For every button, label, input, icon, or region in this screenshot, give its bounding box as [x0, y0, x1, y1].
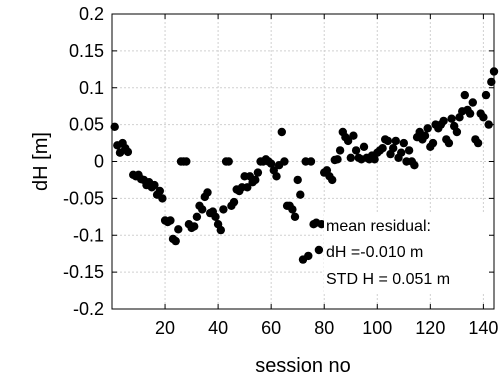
- annotation-line: dH =-0.010 m: [326, 244, 423, 261]
- data-point: [150, 180, 159, 190]
- data-point: [479, 113, 488, 122]
- y-tick-label: 0.15: [69, 41, 104, 61]
- data-point: [481, 90, 491, 100]
- data-point: [460, 90, 469, 100]
- data-point: [304, 251, 313, 261]
- axis-ticks: 20 40 60 80 100 120 140 -0.2 -0.15 -0.1 -0.05 0 0.05…: [63, 4, 498, 338]
- data-point: [277, 127, 286, 137]
- x-tick-label: 40: [208, 318, 228, 338]
- data-point: [243, 183, 252, 192]
- x-tick-label: 60: [261, 318, 281, 338]
- data-point: [192, 212, 202, 221]
- data-point: [439, 116, 448, 126]
- data-point: [314, 245, 324, 255]
- data-point: [389, 144, 398, 153]
- x-tick-label: 100: [362, 318, 392, 338]
- data-point: [378, 144, 387, 153]
- data-point: [351, 146, 361, 155]
- y-tick-label: 0.1: [79, 78, 104, 98]
- data-point: [296, 190, 305, 199]
- data-point: [391, 136, 400, 146]
- data-point: [306, 157, 316, 166]
- data-point: [423, 124, 432, 133]
- y-axis-label: dH [m]: [30, 132, 52, 191]
- data-point: [399, 138, 408, 148]
- y-tick-label: -0.15: [63, 262, 104, 282]
- data-point: [158, 194, 167, 203]
- data-point: [166, 216, 175, 225]
- data-point: [272, 172, 281, 181]
- data-point: [203, 188, 212, 197]
- data-point: [293, 175, 302, 185]
- x-tick-label: 140: [468, 318, 498, 338]
- data-point: [229, 197, 239, 207]
- data-point: [359, 142, 369, 151]
- data-point: [404, 146, 414, 155]
- annotation-background: [324, 214, 489, 292]
- data-point: [123, 147, 133, 157]
- data-point: [198, 205, 207, 214]
- data-point: [290, 212, 300, 221]
- data-point: [174, 225, 183, 234]
- data-point: [182, 157, 191, 166]
- x-tick-label: 80: [314, 318, 334, 338]
- x-tick-label: 20: [155, 318, 175, 338]
- data-point: [333, 155, 342, 164]
- y-tick-label: 0.2: [79, 4, 104, 24]
- data-points: [110, 67, 499, 264]
- data-point: [224, 157, 233, 166]
- data-point: [171, 236, 180, 246]
- y-tick-label: -0.2: [73, 299, 104, 319]
- data-point: [216, 225, 225, 235]
- data-point: [328, 175, 337, 185]
- data-point: [410, 161, 419, 170]
- data-point: [280, 157, 289, 166]
- data-point: [452, 127, 462, 137]
- data-point: [484, 120, 493, 129]
- y-tick-label: -0.05: [63, 188, 104, 208]
- data-point: [155, 186, 164, 196]
- data-point: [397, 148, 406, 157]
- data-point: [317, 220, 326, 229]
- annotation-line: STD H = 0.051 m: [326, 271, 450, 288]
- annotation-box: mean residual: dH =-0.010 m STD H = 0.05…: [326, 218, 450, 288]
- y-tick-label: 0.05: [69, 115, 104, 135]
- data-point: [468, 98, 477, 107]
- x-axis-label: session no: [255, 355, 351, 377]
- data-point: [487, 77, 496, 87]
- data-point: [465, 109, 475, 118]
- data-point: [370, 155, 379, 164]
- data-point: [267, 159, 276, 168]
- y-tick-label: -0.1: [73, 225, 104, 245]
- data-point: [253, 168, 263, 177]
- data-point: [383, 136, 393, 146]
- data-point: [428, 138, 438, 148]
- data-point: [349, 131, 358, 140]
- data-point: [346, 153, 355, 162]
- data-point: [420, 131, 430, 140]
- data-point: [288, 205, 297, 214]
- data-point: [343, 136, 353, 146]
- data-point: [251, 175, 260, 185]
- data-point: [190, 222, 199, 231]
- data-point: [219, 205, 228, 214]
- data-point: [473, 138, 483, 148]
- x-tick-label: 120: [415, 318, 445, 338]
- y-tick-label: 0: [94, 152, 104, 172]
- data-point: [335, 146, 345, 155]
- data-point: [211, 212, 220, 221]
- data-point: [447, 114, 456, 123]
- annotation-line: mean residual:: [326, 218, 431, 235]
- data-point: [444, 138, 454, 148]
